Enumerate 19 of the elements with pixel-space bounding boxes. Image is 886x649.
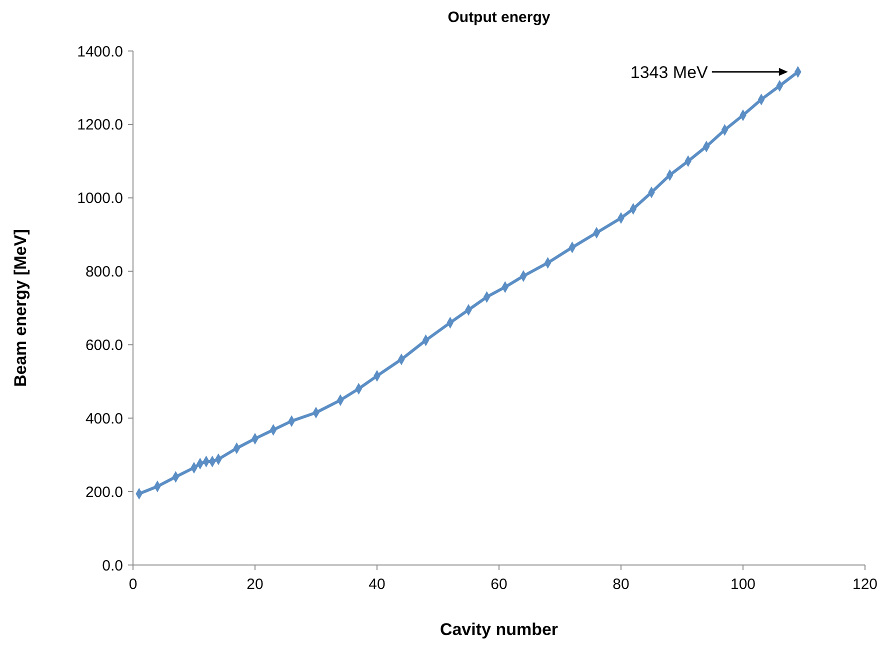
y-tick-label: 0.0 xyxy=(102,557,123,574)
y-tick-label: 600.0 xyxy=(85,336,123,354)
x-tick-label: 40 xyxy=(368,576,386,593)
y-tick-label: 1000.0 xyxy=(77,190,123,208)
x-tick-label: 80 xyxy=(612,576,630,593)
chart-title: Output energy xyxy=(448,9,551,26)
y-tick-label: 1400.0 xyxy=(77,43,123,60)
x-tick-label: 120 xyxy=(852,576,878,593)
x-tick-label: 0 xyxy=(128,576,138,593)
x-tick-label: 20 xyxy=(246,576,264,593)
annotation: 1343 MeV xyxy=(630,62,709,82)
y-tick-label: 400.0 xyxy=(85,410,123,428)
x-tick-label: 60 xyxy=(490,576,508,593)
y-axis-title: Beam energy [MeV] xyxy=(11,229,30,387)
x-tick-label: 100 xyxy=(730,576,756,593)
y-tick-label: 200.0 xyxy=(85,484,123,501)
x-axis-title: Cavity number xyxy=(440,620,558,639)
y-tick-label: 800.0 xyxy=(85,264,123,281)
y-tick-label: 1200.0 xyxy=(77,116,123,134)
